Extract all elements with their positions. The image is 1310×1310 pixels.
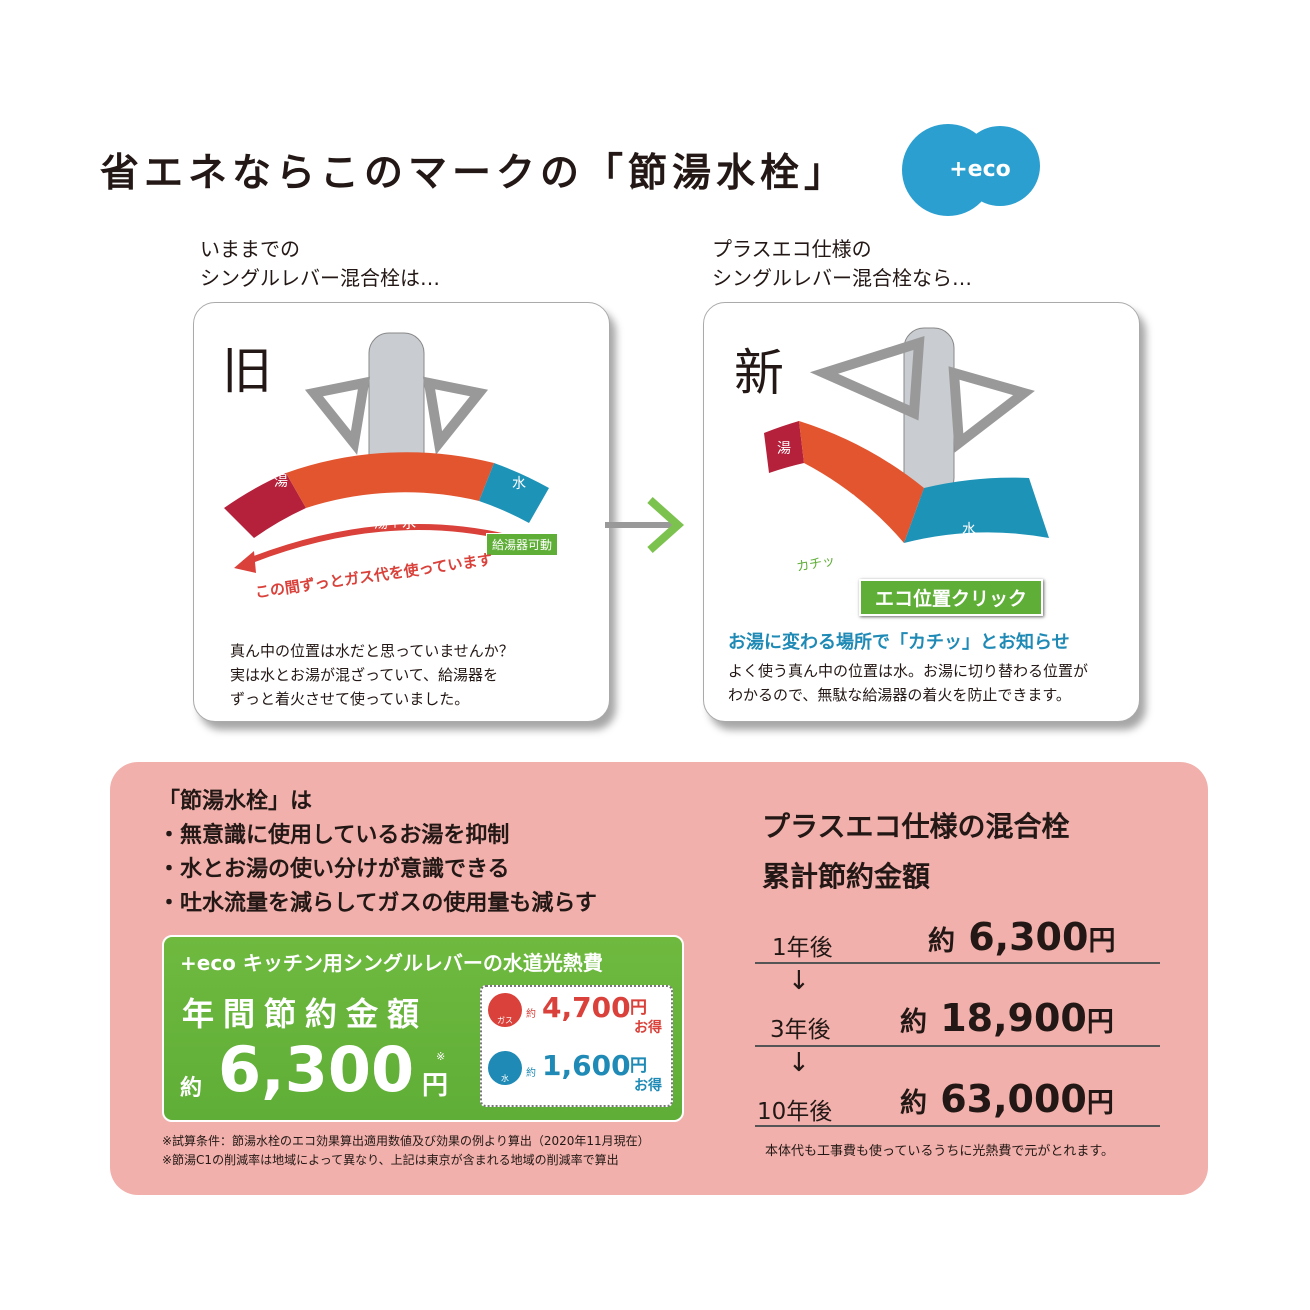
footnote: ※節湯C1の削減率は地域によって異なり、上記は東京が含まれる地域の削減率で算出 <box>162 1153 619 1167</box>
divider <box>755 1045 1160 1047</box>
cumulative-amount-1yr: 約 6,300円 <box>928 915 1115 959</box>
old-lever-diagram <box>224 332 549 573</box>
arrow-right-icon <box>605 497 685 553</box>
year-label: 3年後 <box>770 1017 831 1043</box>
year-label: 10年後 <box>757 1099 833 1125</box>
new-mix-label: 湯＋水 <box>814 492 856 508</box>
amount: 6,300 <box>968 915 1089 959</box>
footnote: ※試算条件：節湯水栓のエコ効果算出適用数値及び効果の例より算出（2020年11月… <box>162 1134 650 1148</box>
desc-line: よく使う真ん中の位置は水。お湯に切り替わる位置が <box>728 662 1089 680</box>
old-caption-2: シングルレバー混合栓は… <box>200 266 440 290</box>
cumulative-amount-3yr: 約 18,900円 <box>900 996 1114 1040</box>
gas-icon-label: ガス <box>497 1016 513 1025</box>
page-title: 省エネならこのマークの「節湯水栓」 <box>100 151 849 196</box>
water-unit: 円 <box>630 1056 647 1076</box>
cumulative-title-1: プラスエコ仕様の混合栓 <box>762 810 1070 843</box>
annual-header: +eco キッチン用シングルレバーの水道光熱費 <box>180 951 603 975</box>
annual-label: 年間節約金額 <box>182 995 429 1033</box>
old-caption: いままでのシングルレバー混合栓は… <box>200 235 440 293</box>
new-cold-label: 水 <box>962 522 976 538</box>
cumulative-note: 本体代も工事費も使っているうちに光熱費で元がとれます。 <box>765 1144 1115 1159</box>
gas-amount: 4,700 <box>542 991 631 1024</box>
prefix: 約 <box>900 1088 927 1119</box>
benefit-item: ・吐水流量を減らしてガスの使用量も減らす <box>158 891 597 916</box>
old-card: 旧 湯 湯＋水 水 給湯器可動 この間ずっとガス代を使っています 真ん中の位置は… <box>193 302 610 722</box>
annual-amount: 6,300 <box>218 1033 415 1106</box>
breakdown-box: ガス 約 4,700 円 お得 水 約 1,600 円 お得 <box>480 985 673 1107</box>
unit: 円 <box>1086 1007 1114 1038</box>
unit: 円 <box>1086 1088 1114 1119</box>
divider <box>755 962 1160 964</box>
water-icon-label: 水 <box>501 1074 509 1083</box>
gas-unit: 円 <box>630 998 647 1018</box>
annual-note-mark: ※ <box>436 1050 446 1063</box>
desc-line: ずっと着火させて使っていました。 <box>230 690 470 708</box>
benefit-item: ・水とお湯の使い分けが意識できる <box>158 857 510 882</box>
old-mix-label: 湯＋水 <box>374 516 416 532</box>
desc-line: 真ん中の位置は水だと思っていませんか？ <box>230 642 514 660</box>
annual-prefix: 約 <box>180 1076 203 1101</box>
unit: 円 <box>1088 926 1116 957</box>
cumulative-title-2: 累計節約金額 <box>762 860 931 893</box>
annual-unit: 円 <box>422 1071 449 1101</box>
cumulative-title: プラスエコ仕様の混合栓 累計節約金額 <box>762 802 1069 902</box>
eco-logo-text: +eco <box>949 157 1011 182</box>
new-badge: 新 <box>734 344 784 402</box>
gas-flame-icon: ガス <box>488 993 522 1027</box>
new-caption-1: プラスエコ仕様の <box>712 237 872 261</box>
desc-line: 実は水とお湯が混ざっていて、給湯器を <box>230 666 499 684</box>
gas-suffix: お得 <box>634 1020 662 1036</box>
heater-tag: 給湯器可動 <box>486 533 559 556</box>
water-amount: 1,600 <box>542 1049 631 1082</box>
old-cold-label: 水 <box>512 476 526 492</box>
old-badge: 旧 <box>222 342 272 400</box>
new-caption-2: シングルレバー混合栓なら… <box>712 266 972 290</box>
divider <box>755 1125 1160 1127</box>
year-label: 1年後 <box>772 935 833 961</box>
water-suffix: お得 <box>634 1078 662 1094</box>
prefix: 約 <box>928 926 955 957</box>
cumulative-amount-10yr: 約 63,000円 <box>900 1077 1114 1121</box>
amount: 18,900 <box>940 996 1087 1040</box>
benefit-item: ・無意識に使用しているお湯を抑制 <box>158 823 510 848</box>
down-arrow-icon: ↓ <box>788 966 810 996</box>
new-description: よく使う真ん中の位置は水。お湯に切り替わる位置が わかるので、無駄な給湯器の着火を… <box>728 659 1088 707</box>
amount: 63,000 <box>940 1077 1087 1121</box>
new-hot-label: 湯 <box>777 441 791 457</box>
water-prefix: 約 <box>526 1068 536 1079</box>
old-hot-label: 湯 <box>274 474 288 490</box>
eco-logo: +eco <box>900 118 1045 218</box>
old-caption-1: いままでの <box>200 237 300 261</box>
old-description: 真ん中の位置は水だと思っていませんか？ 実は水とお湯が混ざっていて、給湯器を ずっと… <box>230 639 514 711</box>
new-lever-diagram <box>764 327 1049 543</box>
eco-click-label: エコ位置クリック <box>859 579 1044 616</box>
benefits-list: 「節湯水栓」は ・無意識に使用しているお湯を抑制 ・水とお湯の使い分けが意識でき… <box>158 785 597 921</box>
footnotes: ※試算条件：節湯水栓のエコ効果算出適用数値及び効果の例より算出（2020年11月… <box>162 1132 650 1170</box>
water-drop-icon: 水 <box>488 1051 522 1085</box>
new-caption: プラスエコ仕様のシングルレバー混合栓なら… <box>712 235 972 293</box>
down-arrow-icon: ↓ <box>788 1048 810 1078</box>
benefits-heading: 「節湯水栓」は <box>158 789 313 814</box>
gas-prefix: 約 <box>526 1009 536 1020</box>
desc-line: わかるので、無駄な給湯器の着火を防止できます。 <box>728 686 1071 704</box>
new-card: 新 湯 湯＋水 水 カチッ エコ位置クリック お湯に変わる場所で「カチッ」とお知… <box>703 302 1140 722</box>
new-headline: お湯に変わる場所で「カチッ」とお知らせ <box>728 632 1070 653</box>
prefix: 約 <box>900 1007 927 1038</box>
